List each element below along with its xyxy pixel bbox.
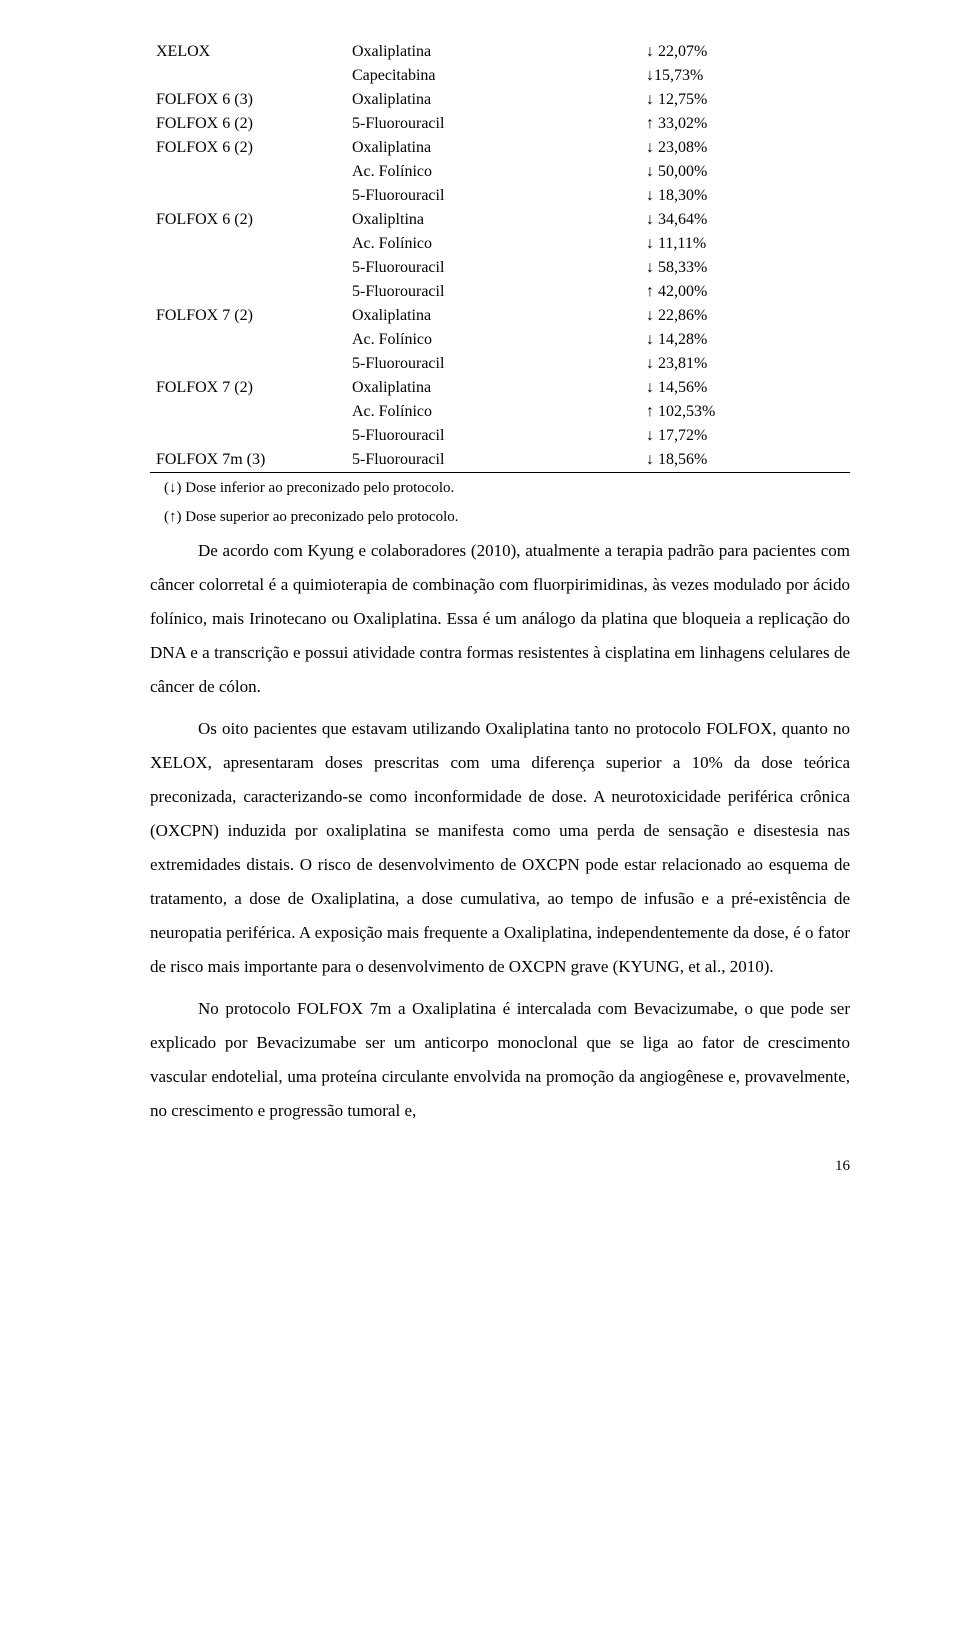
cell-pct: ↓ 22,07%	[640, 40, 850, 64]
table-row: XELOXOxaliplatina↓ 22,07%	[150, 40, 850, 64]
cell-scheme	[150, 256, 346, 280]
cell-drug: Oxaliplatina	[346, 376, 640, 400]
cell-pct: ↓ 12,75%	[640, 88, 850, 112]
cell-drug: 5-Fluorouracil	[346, 352, 640, 376]
cell-pct: ↓15,73%	[640, 64, 850, 88]
footnote-down: (↓) Dose inferior ao preconizado pelo pr…	[164, 477, 850, 500]
table-row: FOLFOX 7 (2)Oxaliplatina↓ 22,86%	[150, 304, 850, 328]
cell-scheme: FOLFOX 7 (2)	[150, 376, 346, 400]
cell-pct: ↓ 18,30%	[640, 184, 850, 208]
table-row: FOLFOX 6 (2)5-Fluorouracil↑ 33,02%	[150, 112, 850, 136]
cell-pct: ↓ 23,08%	[640, 136, 850, 160]
table-row: Ac. Folínico↑ 102,53%	[150, 400, 850, 424]
cell-drug: 5-Fluorouracil	[346, 256, 640, 280]
cell-drug: 5-Fluorouracil	[346, 112, 640, 136]
cell-drug: Oxaliplatina	[346, 88, 640, 112]
cell-drug: Oxaliplatina	[346, 136, 640, 160]
cell-scheme	[150, 232, 346, 256]
cell-drug: 5-Fluorouracil	[346, 280, 640, 304]
cell-pct: ↓ 11,11%	[640, 232, 850, 256]
footnote-up: (↑) Dose superior ao preconizado pelo pr…	[164, 506, 850, 529]
cell-scheme	[150, 328, 346, 352]
cell-drug: Oxaliplatina	[346, 304, 640, 328]
cell-scheme	[150, 184, 346, 208]
cell-drug: Ac. Folínico	[346, 400, 640, 424]
cell-scheme: FOLFOX 7m (3)	[150, 448, 346, 473]
table-row: 5-Fluorouracil↓ 18,30%	[150, 184, 850, 208]
cell-pct: ↓ 58,33%	[640, 256, 850, 280]
cell-drug: Ac. Folínico	[346, 160, 640, 184]
cell-scheme	[150, 424, 346, 448]
cell-pct: ↓ 14,56%	[640, 376, 850, 400]
table-row: 5-Fluorouracil↑ 42,00%	[150, 280, 850, 304]
paragraph-3: No protocolo FOLFOX 7m a Oxaliplatina é …	[150, 992, 850, 1128]
cell-scheme: FOLFOX 6 (2)	[150, 208, 346, 232]
table-row: Ac. Folínico↓ 50,00%	[150, 160, 850, 184]
paragraph-1: De acordo com Kyung e colaboradores (201…	[150, 534, 850, 704]
cell-scheme	[150, 352, 346, 376]
cell-scheme: FOLFOX 6 (3)	[150, 88, 346, 112]
cell-drug: Ac. Folínico	[346, 328, 640, 352]
cell-drug: Ac. Folínico	[346, 232, 640, 256]
table-row: Ac. Folínico↓ 11,11%	[150, 232, 850, 256]
table-row: Capecitabina↓15,73%	[150, 64, 850, 88]
page-number: 16	[150, 1158, 850, 1175]
cell-drug: Oxalipltina	[346, 208, 640, 232]
table-row: FOLFOX 6 (3)Oxaliplatina↓ 12,75%	[150, 88, 850, 112]
cell-scheme: XELOX	[150, 40, 346, 64]
cell-pct: ↑ 42,00%	[640, 280, 850, 304]
table-row: FOLFOX 7m (3)5-Fluorouracil↓ 18,56%	[150, 448, 850, 473]
dose-table: XELOXOxaliplatina↓ 22,07%Capecitabina↓15…	[150, 40, 850, 473]
cell-pct: ↓ 34,64%	[640, 208, 850, 232]
table-row: FOLFOX 6 (2)Oxalipltina↓ 34,64%	[150, 208, 850, 232]
cell-scheme: FOLFOX 6 (2)	[150, 136, 346, 160]
cell-pct: ↑ 33,02%	[640, 112, 850, 136]
cell-scheme	[150, 160, 346, 184]
page-container: XELOXOxaliplatina↓ 22,07%Capecitabina↓15…	[0, 0, 960, 1215]
cell-pct: ↓ 50,00%	[640, 160, 850, 184]
table-row: 5-Fluorouracil↓ 23,81%	[150, 352, 850, 376]
cell-pct: ↓ 23,81%	[640, 352, 850, 376]
cell-scheme	[150, 64, 346, 88]
cell-pct: ↓ 17,72%	[640, 424, 850, 448]
table-row: 5-Fluorouracil↓ 17,72%	[150, 424, 850, 448]
cell-scheme	[150, 400, 346, 424]
cell-scheme	[150, 280, 346, 304]
cell-drug: 5-Fluorouracil	[346, 424, 640, 448]
cell-drug: Oxaliplatina	[346, 40, 640, 64]
cell-pct: ↓ 22,86%	[640, 304, 850, 328]
cell-pct: ↓ 14,28%	[640, 328, 850, 352]
table-row: FOLFOX 7 (2)Oxaliplatina↓ 14,56%	[150, 376, 850, 400]
cell-pct: ↑ 102,53%	[640, 400, 850, 424]
table-row: Ac. Folínico↓ 14,28%	[150, 328, 850, 352]
cell-drug: Capecitabina	[346, 64, 640, 88]
table-row: FOLFOX 6 (2)Oxaliplatina↓ 23,08%	[150, 136, 850, 160]
cell-drug: 5-Fluorouracil	[346, 448, 640, 473]
table-row: 5-Fluorouracil↓ 58,33%	[150, 256, 850, 280]
cell-scheme: FOLFOX 7 (2)	[150, 304, 346, 328]
cell-drug: 5-Fluorouracil	[346, 184, 640, 208]
cell-scheme: FOLFOX 6 (2)	[150, 112, 346, 136]
cell-pct: ↓ 18,56%	[640, 448, 850, 473]
paragraph-2: Os oito pacientes que estavam utilizando…	[150, 712, 850, 984]
